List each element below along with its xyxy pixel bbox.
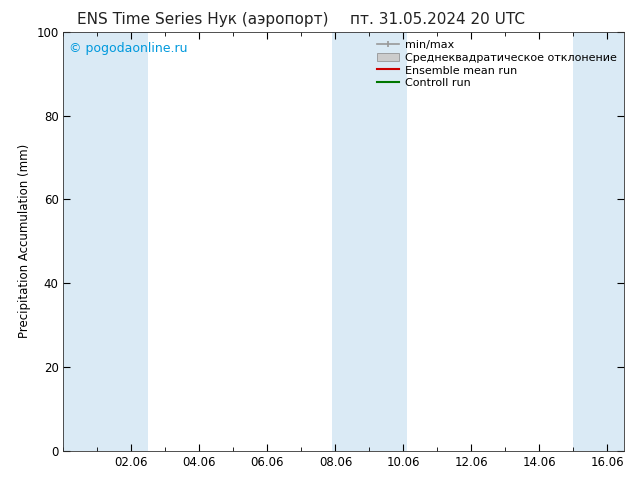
Legend: min/max, Среднеквадратическое отклонение, Ensemble mean run, Controll run: min/max, Среднеквадратическое отклонение… [375,37,619,91]
Text: ENS Time Series Нук (аэропорт): ENS Time Series Нук (аэропорт) [77,12,328,27]
Bar [574,32,624,451]
Y-axis label: Precipitation Accumulation (mm): Precipitation Accumulation (mm) [18,144,30,339]
Bar [332,32,407,451]
Bar [63,32,98,451]
Text: пт. 31.05.2024 20 UTC: пт. 31.05.2024 20 UTC [350,12,525,27]
Text: © pogodaonline.ru: © pogodaonline.ru [69,42,188,55]
Bar [98,32,148,451]
